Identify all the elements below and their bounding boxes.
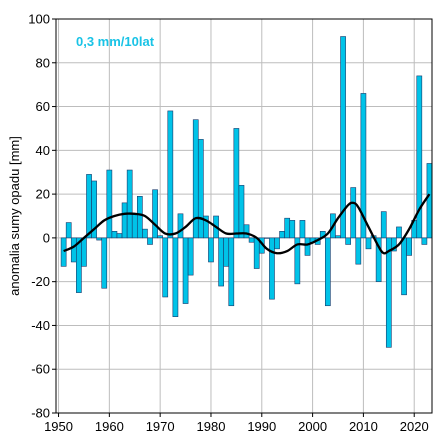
bar <box>76 237 82 293</box>
bar <box>111 231 118 239</box>
bar <box>426 163 433 239</box>
bar <box>96 237 103 241</box>
bar <box>197 139 204 239</box>
bar <box>203 215 209 239</box>
bar <box>289 220 296 239</box>
bar <box>152 189 158 239</box>
x-tick-label: 1970 <box>146 419 175 434</box>
bar <box>421 237 428 245</box>
bar <box>406 237 412 256</box>
bar <box>60 237 67 267</box>
bar <box>228 237 235 307</box>
x-tick-label: 2010 <box>349 419 378 434</box>
y-tick-label: -40 <box>31 318 50 333</box>
bar <box>182 237 189 304</box>
bar <box>65 222 72 239</box>
bar <box>350 187 357 239</box>
bar <box>116 233 123 239</box>
plot-frame <box>55 18 433 414</box>
bar <box>345 237 352 245</box>
x-axis: 1950 1960 1970 1980 1990 2000 2010 2020 <box>44 413 429 434</box>
bar <box>157 235 164 239</box>
bar <box>223 237 230 267</box>
bar <box>86 174 92 239</box>
bar <box>360 93 367 239</box>
bar <box>340 36 346 239</box>
bar <box>162 237 169 298</box>
bar <box>167 110 174 239</box>
bar <box>243 224 250 239</box>
bar <box>264 237 270 239</box>
bar <box>172 237 179 317</box>
y-tick-label: 20 <box>36 187 50 202</box>
bar <box>304 237 311 256</box>
bar <box>147 237 153 245</box>
y-tick-label: 60 <box>36 99 50 114</box>
bar <box>131 213 138 239</box>
bar <box>335 235 341 239</box>
bar <box>248 237 255 243</box>
bar <box>396 226 402 239</box>
bar <box>375 237 382 282</box>
bar <box>81 237 87 267</box>
y-tick-label: -60 <box>31 362 50 377</box>
bar-series <box>60 36 433 348</box>
bar <box>136 196 143 239</box>
y-tick-label: -80 <box>31 406 50 421</box>
trend-line <box>63 193 431 255</box>
bar <box>238 185 245 239</box>
y-tick-label: 100 <box>28 12 50 27</box>
bar <box>101 237 108 289</box>
bar <box>208 237 214 263</box>
bar <box>253 237 260 269</box>
bar <box>187 237 194 276</box>
bar <box>274 237 280 250</box>
y-tick-label: -20 <box>31 274 50 289</box>
bar <box>269 237 275 300</box>
x-tick-label: 1990 <box>247 419 276 434</box>
bar <box>324 237 331 307</box>
x-tick-label: 1950 <box>44 419 73 434</box>
bar <box>177 213 184 239</box>
bar <box>284 217 291 239</box>
y-tick-label: 80 <box>36 55 50 70</box>
bar <box>355 237 362 265</box>
x-tick-label: 1960 <box>95 419 124 434</box>
x-tick-label: 1980 <box>197 419 226 434</box>
trend-series <box>63 193 431 255</box>
bar <box>233 128 240 239</box>
bar <box>218 237 224 287</box>
x-tick-label: 2020 <box>400 419 429 434</box>
bar <box>294 237 301 285</box>
y-tick-label: 0 <box>43 230 50 245</box>
bar <box>365 237 372 250</box>
bar <box>106 169 113 239</box>
bar <box>91 180 97 239</box>
bar <box>380 211 387 239</box>
bar <box>70 237 77 263</box>
bar <box>279 231 285 239</box>
bar <box>299 220 306 239</box>
x-tick-label: 2000 <box>298 419 327 434</box>
y-axis-title: anomalia sumy opadu [mm] <box>7 136 22 296</box>
y-axis: -80 -60 -40 -20 0 20 40 60 80 100 <box>28 12 56 421</box>
bar <box>391 237 397 252</box>
bar <box>121 202 128 239</box>
y-tick-label: 40 <box>36 143 50 158</box>
bar <box>385 237 392 348</box>
bar <box>401 237 407 296</box>
trend-annotation: 0,3 mm/10lat <box>76 34 155 49</box>
bar <box>416 75 423 239</box>
bar <box>126 169 133 239</box>
bar <box>142 228 148 239</box>
